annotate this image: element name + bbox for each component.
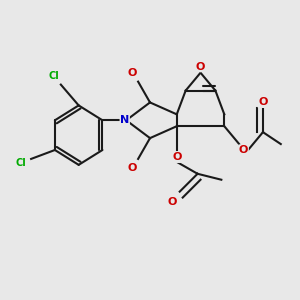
Text: Cl: Cl — [15, 158, 26, 168]
Text: O: O — [258, 98, 268, 107]
Text: O: O — [239, 145, 248, 155]
Text: N: N — [120, 115, 129, 125]
Text: O: O — [128, 163, 137, 173]
Text: O: O — [196, 62, 205, 72]
Text: O: O — [172, 152, 182, 162]
Text: O: O — [128, 68, 137, 78]
Text: O: O — [168, 197, 177, 207]
Text: Cl: Cl — [48, 71, 59, 81]
